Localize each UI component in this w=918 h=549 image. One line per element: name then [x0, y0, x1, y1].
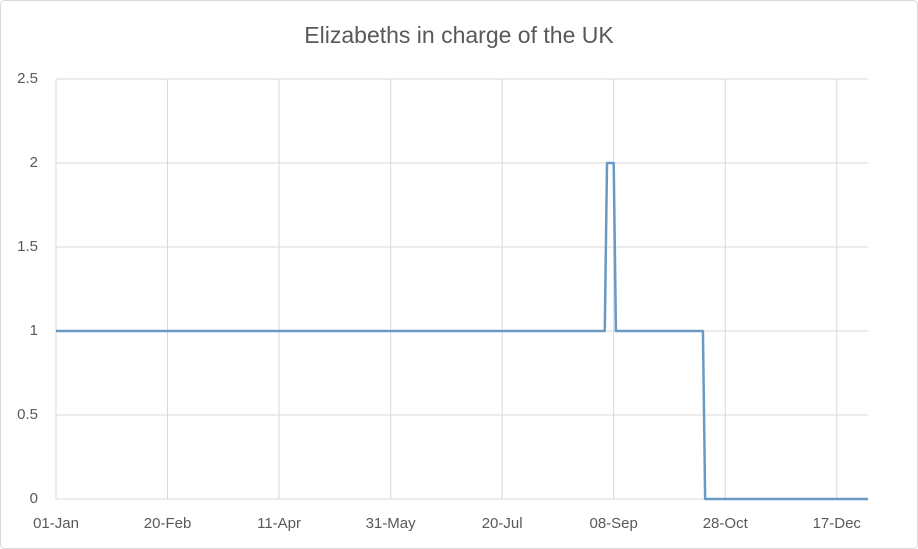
- y-tick-label: 2: [30, 154, 38, 171]
- y-tick-label: 0.5: [17, 406, 38, 423]
- x-tick-label: 31-May: [366, 515, 417, 532]
- chart-title: Elizabeths in charge of the UK: [304, 22, 614, 48]
- x-tick-label: 11-Apr: [257, 515, 301, 532]
- x-tick-label: 01-Jan: [33, 515, 79, 532]
- y-tick-label: 0: [30, 490, 38, 507]
- x-tick-label: 20-Feb: [144, 515, 192, 532]
- y-tick-label: 1.5: [17, 238, 38, 255]
- y-tick-label: 1: [30, 322, 38, 339]
- x-tick-label: 20-Jul: [482, 515, 523, 532]
- x-tick-label: 28-Oct: [703, 515, 749, 532]
- data-line: [56, 161, 868, 501]
- x-tick-label: 08-Sep: [590, 515, 638, 532]
- y-tick-label: 2.5: [17, 70, 38, 87]
- x-tick-label: 17-Dec: [813, 515, 862, 532]
